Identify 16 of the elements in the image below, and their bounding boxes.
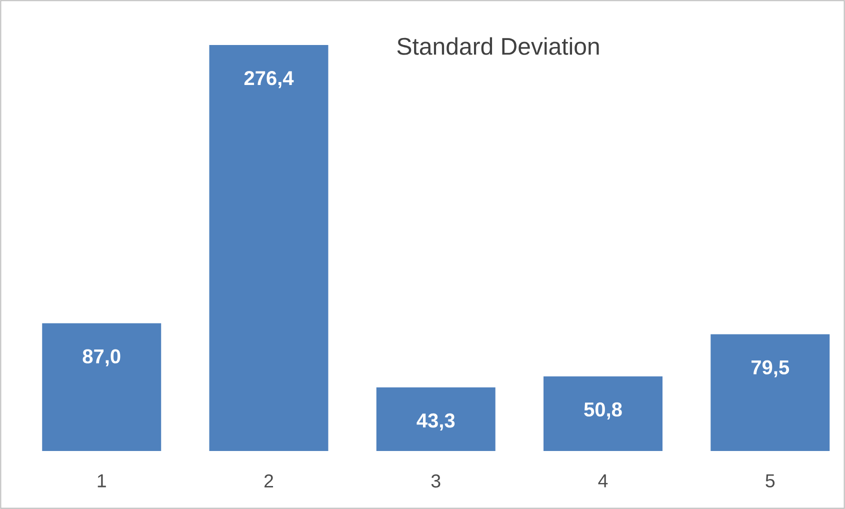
data-label: 276,4: [244, 71, 294, 88]
x-tick-label: 1: [98, 474, 106, 488]
data-label: 79,5: [752, 360, 790, 378]
bar: [544, 376, 663, 451]
data-label: 50,8: [584, 402, 622, 420]
bar: [376, 387, 496, 451]
chart-title: Standard Deviation: [397, 37, 599, 55]
data-label: 43,3: [416, 413, 455, 430]
x-tick-label: 2: [264, 474, 274, 488]
bar: [42, 323, 162, 451]
bar: [209, 44, 328, 451]
bar: [710, 334, 830, 451]
data-label: 87,0: [82, 349, 120, 366]
x-tick-label: 3: [431, 474, 440, 488]
x-tick-label: 5: [766, 474, 775, 488]
x-tick-label: 4: [598, 474, 608, 488]
